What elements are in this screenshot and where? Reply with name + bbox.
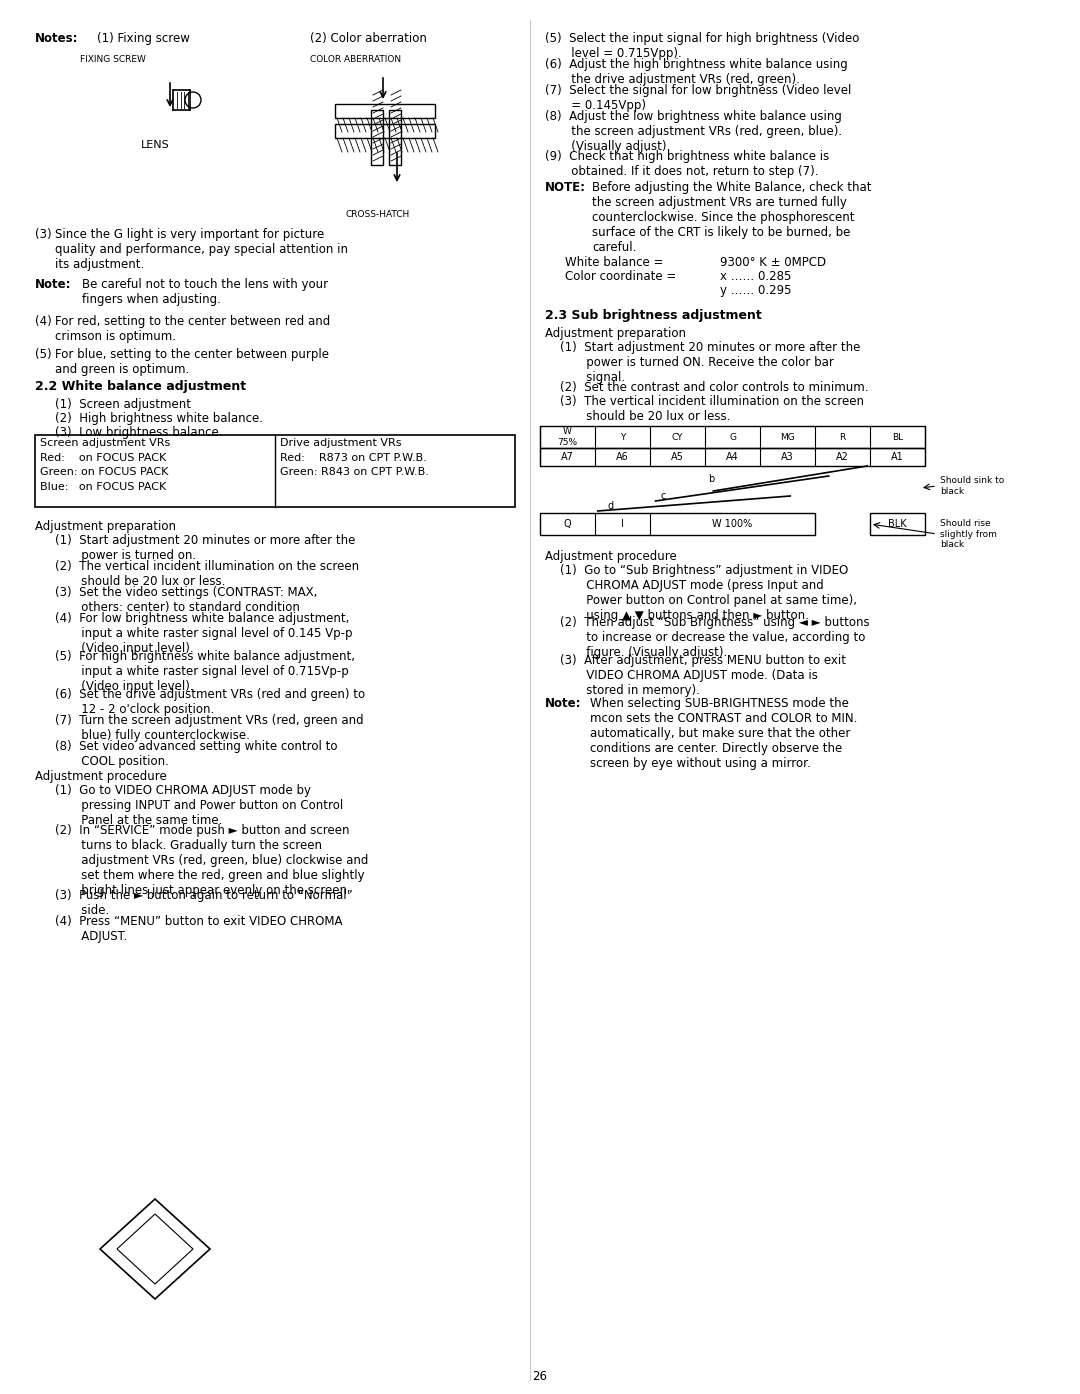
- Text: (7)  Select the signal for low brightness (Video level
       = 0.145Vpp): (7) Select the signal for low brightness…: [545, 84, 851, 112]
- Text: Adjustment procedure: Adjustment procedure: [35, 769, 166, 783]
- Text: COLOR ABERRATION: COLOR ABERRATION: [310, 54, 401, 64]
- Text: For blue, setting to the center between purple
and green is optimum.: For blue, setting to the center between …: [55, 348, 329, 376]
- Text: (4): (4): [35, 315, 52, 328]
- Text: (5): (5): [35, 348, 52, 361]
- Text: Note:: Note:: [35, 277, 71, 291]
- Text: (1)  Screen adjustment: (1) Screen adjustment: [55, 399, 191, 411]
- Text: A6: A6: [616, 452, 629, 461]
- Text: (2)  Set the contrast and color controls to minimum.: (2) Set the contrast and color controls …: [561, 381, 868, 395]
- Text: Adjustment procedure: Adjustment procedure: [545, 551, 677, 563]
- Text: (8)  Set video advanced setting white control to
       COOL position.: (8) Set video advanced setting white con…: [55, 740, 337, 768]
- Text: (7)  Turn the screen adjustment VRs (red, green and
       blue) fully countercl: (7) Turn the screen adjustment VRs (red,…: [55, 714, 364, 742]
- Text: A7: A7: [562, 452, 573, 461]
- Text: (5)  For high brightness white balance adjustment,
       input a white raster s: (5) For high brightness white balance ad…: [55, 650, 355, 693]
- Text: (2)  High brightness white balance.: (2) High brightness white balance.: [55, 413, 264, 425]
- Text: (1)  Go to VIDEO CHROMA ADJUST mode by
       pressing INPUT and Power button on: (1) Go to VIDEO CHROMA ADJUST mode by pr…: [55, 783, 343, 827]
- Text: W
75%: W 75%: [557, 428, 578, 446]
- Text: CY: CY: [672, 432, 684, 442]
- Text: (1)  Go to “Sub Brightness” adjustment in VIDEO
       CHROMA ADJUST mode (press: (1) Go to “Sub Brightness” adjustment in…: [561, 565, 858, 622]
- Text: Drive adjustment VRs: Drive adjustment VRs: [280, 438, 402, 447]
- Text: CROSS-HATCH: CROSS-HATCH: [345, 210, 409, 219]
- Text: (3)  Set the video settings (CONTRAST: MAX,
       others: center) to standard c: (3) Set the video settings (CONTRAST: MA…: [55, 585, 318, 613]
- Text: White balance =: White balance =: [565, 256, 663, 269]
- Text: Screen adjustment VRs: Screen adjustment VRs: [40, 438, 171, 447]
- Bar: [540, 513, 815, 535]
- Text: (1)  Start adjustment 20 minutes or more after the
       power is turned on.: (1) Start adjustment 20 minutes or more …: [55, 534, 355, 562]
- Text: For red, setting to the center between red and
crimson is optimum.: For red, setting to the center between r…: [55, 315, 330, 343]
- Text: (3)  After adjustment, press MENU button to exit
       VIDEO CHROMA ADJUST mode: (3) After adjustment, press MENU button …: [561, 654, 846, 697]
- Bar: [335, 105, 435, 118]
- Text: 9300° K ± 0MPCD: 9300° K ± 0MPCD: [720, 256, 826, 269]
- Text: (8)  Adjust the low brightness white balance using
       the screen adjustment : (8) Adjust the low brightness white bala…: [545, 110, 842, 153]
- Text: 2.3 Sub brightness adjustment: 2.3 Sub brightness adjustment: [545, 309, 761, 322]
- Text: Red:    on FOCUS PACK: Red: on FOCUS PACK: [40, 453, 166, 463]
- Text: (3)  Low brightness balance.: (3) Low brightness balance.: [55, 427, 222, 439]
- Text: Adjustment preparation: Adjustment preparation: [35, 520, 176, 533]
- Text: (3)  Push the ► button again to return to “Normal”
       side.: (3) Push the ► button again to return to…: [55, 889, 353, 917]
- Text: Should rise
slightly from
black: Should rise slightly from black: [940, 519, 997, 549]
- Text: MG: MG: [780, 432, 795, 442]
- Text: NOTE:: NOTE:: [545, 181, 586, 194]
- Text: (3): (3): [35, 229, 52, 241]
- Text: Adjustment preparation: Adjustment preparation: [545, 328, 686, 340]
- Text: (6)  Set the drive adjustment VRs (red and green) to
       12 - 2 o'clock posit: (6) Set the drive adjustment VRs (red an…: [55, 689, 365, 717]
- Bar: [870, 513, 924, 535]
- Text: Green: R843 on CPT P.W.B.: Green: R843 on CPT P.W.B.: [280, 467, 429, 477]
- Text: (1) Fixing screw: (1) Fixing screw: [97, 32, 190, 45]
- Text: (2)  Then adjust “Sub Brightness” using ◄ ► buttons
       to increase or decrea: (2) Then adjust “Sub Brightness” using ◄…: [561, 616, 869, 659]
- Text: (9)  Check that high brightness white balance is
       obtained. If it does not: (9) Check that high brightness white bal…: [545, 151, 829, 178]
- Text: (2)  In “SERVICE” mode push ► button and screen
       turns to black. Gradually: (2) In “SERVICE” mode push ► button and …: [55, 824, 368, 896]
- Bar: [335, 124, 435, 138]
- Text: R: R: [839, 432, 846, 442]
- Bar: [389, 110, 401, 164]
- Text: Green: on FOCUS PACK: Green: on FOCUS PACK: [40, 467, 168, 477]
- Text: x …… 0.285: x …… 0.285: [720, 270, 792, 283]
- Text: A5: A5: [671, 452, 684, 461]
- Text: (6)  Adjust the high brightness white balance using
       the drive adjustment : (6) Adjust the high brightness white bal…: [545, 59, 848, 86]
- Text: Since the G light is very important for picture
quality and performance, pay spe: Since the G light is very important for …: [55, 229, 348, 270]
- Text: (1)  Start adjustment 20 minutes or more after the
       power is turned ON. Re: (1) Start adjustment 20 minutes or more …: [561, 342, 861, 383]
- Text: A1: A1: [891, 452, 904, 461]
- Text: When selecting SUB-BRIGHTNESS mode the
mcon sets the CONTRAST and COLOR to MIN.
: When selecting SUB-BRIGHTNESS mode the m…: [590, 697, 858, 769]
- Text: A3: A3: [781, 452, 794, 461]
- Text: Color coordinate =: Color coordinate =: [565, 270, 676, 283]
- Text: (3)  The vertical incident illumination on the screen
       should be 20 lux or: (3) The vertical incident illumination o…: [561, 395, 864, 422]
- Text: d: d: [608, 500, 613, 512]
- Text: G: G: [729, 432, 735, 442]
- Text: 26: 26: [532, 1370, 548, 1383]
- Text: Blue:   on FOCUS PACK: Blue: on FOCUS PACK: [40, 482, 166, 492]
- Text: (4)  For low brightness white balance adjustment,
       input a white raster si: (4) For low brightness white balance adj…: [55, 612, 352, 655]
- Text: A2: A2: [836, 452, 849, 461]
- Text: Should sink to
black: Should sink to black: [940, 477, 1004, 496]
- Text: BL: BL: [892, 432, 903, 442]
- Text: (4)  Press “MENU” button to exit VIDEO CHROMA
       ADJUST.: (4) Press “MENU” button to exit VIDEO CH…: [55, 914, 342, 942]
- Text: b: b: [708, 474, 715, 484]
- Text: (5)  Select the input signal for high brightness (Video
       level = 0.715Vpp): (5) Select the input signal for high bri…: [545, 32, 860, 60]
- Bar: [540, 447, 924, 466]
- Text: A4: A4: [726, 452, 739, 461]
- Text: BLK: BLK: [888, 519, 906, 528]
- Text: W 100%: W 100%: [713, 519, 753, 528]
- Text: FIXING SCREW: FIXING SCREW: [80, 54, 146, 64]
- Text: 2.2 White balance adjustment: 2.2 White balance adjustment: [35, 381, 246, 393]
- Text: (2)  The vertical incident illumination on the screen
       should be 20 lux or: (2) The vertical incident illumination o…: [55, 560, 360, 588]
- Text: Note:: Note:: [545, 697, 581, 710]
- Text: Be careful not to touch the lens with your
fingers when adjusting.: Be careful not to touch the lens with yo…: [82, 277, 328, 307]
- Bar: [372, 110, 383, 164]
- Text: I: I: [621, 519, 623, 528]
- Text: LENS: LENS: [140, 139, 170, 151]
- Text: y …… 0.295: y …… 0.295: [720, 284, 792, 297]
- Text: c: c: [661, 491, 666, 500]
- Text: (2) Color aberration: (2) Color aberration: [310, 32, 427, 45]
- Text: Before adjusting the White Balance, check that
the screen adjustment VRs are tur: Before adjusting the White Balance, chec…: [592, 181, 872, 254]
- Bar: [540, 427, 924, 447]
- Text: Red:    R873 on CPT P.W.B.: Red: R873 on CPT P.W.B.: [280, 453, 427, 463]
- Text: Y: Y: [620, 432, 625, 442]
- Text: Q: Q: [563, 519, 571, 528]
- Bar: [35, 435, 515, 507]
- Text: Notes:: Notes:: [35, 32, 79, 45]
